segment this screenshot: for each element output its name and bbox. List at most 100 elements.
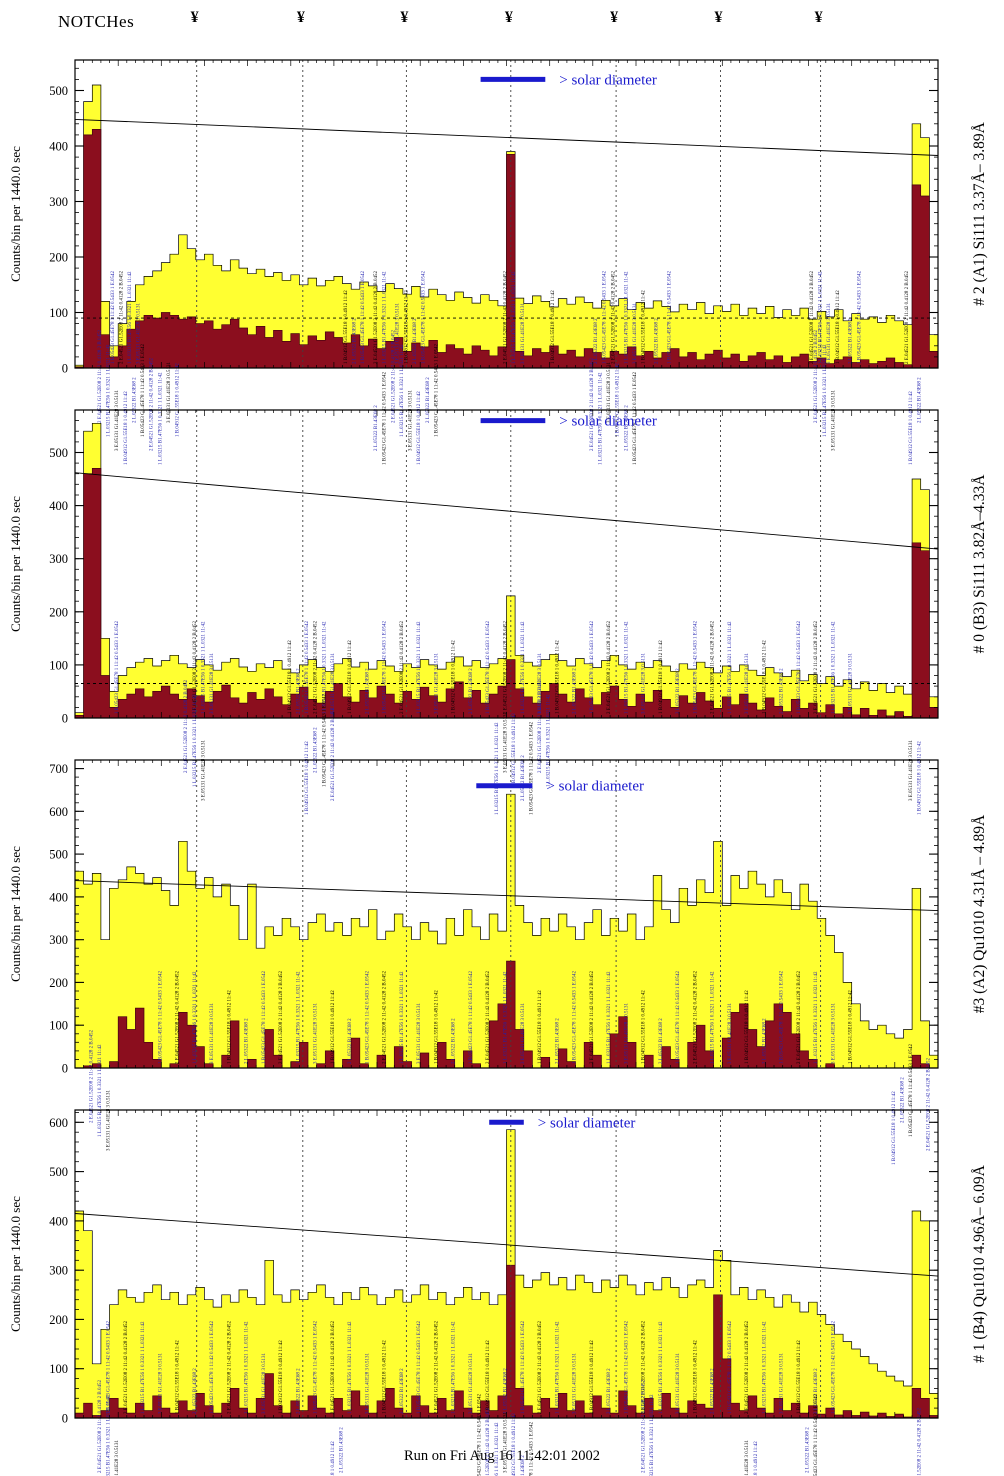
micro-annotation: 1 L.03215 B1.47E56 1 0.3321 1 L.0321 11:… [711,971,716,1064]
micro-annotation: 1 B.05423 G1.45E78 1 11:42 0.5433 1 E.05… [780,970,785,1064]
micro-annotation: 3 E.05131 G1.41E28 3 0.5131 [607,362,612,423]
micro-annotation: 2 E.04521 G1.52E08 2 11:42 0.4128 2 B.04… [905,270,910,364]
axes: 0 100 200 300 400 500 600 [49,1109,939,1426]
micro-annotation: 3 E.05131 G1.41E28 3 0.5131 [538,653,543,714]
micro-annotation: 1 B.05423 G1.45E78 1 11:42 0.5433 1 E.05… [486,620,491,714]
micro-annotation: 1 B.05423 G1.45E78 1 11:42 0.5433 1 E.05… [115,620,120,714]
micro-annotation: 1 L.03215 B1.47E56 1 0.3321 1 L.0321 11:… [452,1321,457,1414]
micro-annotation: 2 L.05322 B1.43E68 2 [762,1018,767,1064]
micro-annotation: 1 B.04912 G1.55E18 1 0.4912 11:42 [590,1340,595,1414]
micro-annotation: 1 L.03215 B1.47E56 1 0.3321 1 L.0321 11:… [193,694,198,787]
micro-annotation: 2 E.04521 G1.52E08 2 11:42 0.4128 2 B.04… [814,329,819,423]
notch-marker-symbol: ¥ [190,9,199,26]
chart-panel-qu1010-a2: > solar diameter 1 B.05423 G1.45E78 1 11:… [0,746,1004,1165]
micro-annotation: 3 E.05131 G1.41E28 3 0.5131 [137,303,142,364]
y-tick-label: 300 [49,933,68,947]
micro-annotation: 2 E.04521 G1.52E08 2 11:42 0.4128 2 B.04… [918,1407,923,1476]
micro-annotation: 1 B.05423 G1.45E78 1 11:42 0.5433 1 E.05… [478,1393,483,1476]
histogram-total [74,793,939,1069]
micro-annotation: 1 L.03215 B1.47E56 1 0.3321 1 L.0321 11:… [158,372,163,465]
micro-annotation: 3 E.05131 G1.41E28 3 0.5131 [210,1003,215,1064]
micro-annotation: 1 L.03215 B1.47E56 1 0.3321 1 L.0321 11:… [296,971,301,1064]
micro-annotation: 1 B.05423 G1.45E78 1 11:42 0.5433 1 E.05… [909,1043,914,1137]
micro-annotation: 1 L.03215 B1.47E56 1 0.3321 1 L.0321 11:… [193,971,198,1064]
micro-annotation: 3 E.05131 G1.41E28 3 0.5131 [504,712,509,773]
micro-annotation: 1 B.05423 G1.45E78 1 11:42 0.5433 1 E.05… [814,1393,819,1476]
micro-annotation: 1 L.03215 B1.47E56 1 0.3321 1 L.0321 11:… [555,1321,560,1414]
run-timestamp: Run on Fri Aug 16 11:42:01 2002 [0,1446,1004,1476]
micro-annotation: 2 E.04521 G1.52E08 2 11:42 0.4128 2 B.04… [745,1320,750,1414]
micro-annotation: 2 E.04521 G1.52E08 2 11:42 0.4128 2 B.04… [150,357,155,451]
micro-annotation: 1 B.04912 G1.55E18 1 0.4912 11:42 [892,1091,897,1165]
micro-annotation: 1 B.04912 G1.55E18 1 0.4912 11:42 [435,990,440,1064]
micro-annotation: 3 E.05131 G1.41E28 3 0.5131 [417,1003,422,1064]
micro-annotation: 2 L.05322 B1.43E68 2 [814,1368,819,1414]
micro-annotation: 1 L.03215 B1.47E56 1 0.3321 1 L.0321 11:… [417,621,422,714]
y-tick-label: 500 [49,1165,68,1179]
micro-annotation: 3 E.05131 G1.41E28 3 0.5131 [909,740,914,801]
micro-annotation: 3 E.05131 G1.41E28 3 0.5131 [409,390,414,451]
micro-annotation: 2 E.04521 G1.52E08 2 11:42 0.4128 2 B.04… [435,1320,440,1414]
micro-annotation: 1 L.03215 B1.47E56 1 0.3321 1 L.0321 11:… [495,722,500,815]
y-tick-label: 700 [49,762,68,776]
axes: 0 100 200 300 400 500 [49,409,939,726]
micro-annotation: 3 E.05131 G1.41E28 3 0.5131 [469,1353,474,1414]
micro-annotation: 2 L.05322 B1.43E68 2 [296,668,301,714]
micro-annotation: 1 L.03215 B1.47E56 1 0.3321 1 L.0321 11:… [495,1422,500,1476]
y-tick-label: 0 [62,712,68,726]
micro-annotation: 1 B.05423 G1.45E78 1 11:42 0.5433 1 E.05… [857,270,862,364]
micro-annotation: 1 B.05423 G1.45E78 1 11:42 0.5433 1 E.05… [728,1320,733,1414]
micro-annotation: 1 B.05423 G1.45E78 1 11:42 0.5433 1 E.05… [529,1421,534,1476]
micro-annotation: 2 L.05322 B1.43E68 2 [573,668,578,714]
y-tick-label: 200 [49,251,68,265]
micro-annotation: 1 L.03215 B1.47E56 1 0.3321 1 L.0321 11:… [819,271,824,364]
micro-annotation: 2 E.04521 G1.52E08 2 11:42 0.4128 2 B.04… [98,1379,103,1473]
micro-annotation: 2 L.05322 B1.43E68 2 [607,1368,612,1414]
notches-label: NOTCHes [58,12,135,31]
micro-annotation: 3 E.05131 G1.41E28 3 0.5131 [396,303,401,364]
micro-annotation: 1 B.05423 G1.45E78 1 11:42 0.5433 1 E.05… [693,620,698,714]
micro-annotation: 2 E.04521 G1.52E08 2 11:42 0.4128 2 B.04… [486,970,491,1064]
micro-annotation: 1 L.03215 B1.47E56 1 0.3321 1 L.0321 11:… [598,372,603,465]
micro-annotation: 2 L.05322 B1.43E68 2 [193,1368,198,1414]
micro-annotation: 3 E.05131 G1.41E28 3 0.5131 [210,653,215,714]
chart-panel-svg: > solar diameter 1 B.05423 G1.45E78 1 11:… [8,1109,988,1476]
micro-annotation: 1 B.04912 G1.55E18 1 0.4912 11:42 [404,290,409,364]
micro-annotation: 2 E.04521 G1.52E08 2 11:42 0.4128 2 B.04… [590,357,595,451]
micro-annotation: 2 E.04521 G1.52E08 2 11:42 0.4128 2 B.04… [193,620,198,714]
micro-annotation: 2 E.04521 G1.52E08 2 11:42 0.4128 2 B.04… [538,679,543,773]
y-tick-label: 300 [49,552,68,566]
micro-annotation: 2 E.04521 G1.52E08 2 11:42 0.4128 2 B.04… [797,970,802,1064]
y-tick-label: 400 [49,499,68,513]
y-tick-label: 0 [62,362,68,376]
micro-annotation: 1 B.05423 G1.45E78 1 11:42 0.5433 1 E.05… [633,371,638,465]
micro-annotation: 1 B.04912 G1.55E18 1 0.4912 11:42 [797,1340,802,1414]
micro-annotation: 3 E.05131 G1.41E28 3 0.5131 [642,653,647,714]
micro-annotation: 1 B.05423 G1.45E78 1 11:42 0.5433 1 E.05… [262,970,267,1064]
panel-right-label: # 0 (B3) Si111 3.82Å–4.33Å [971,474,988,654]
micro-annotation: 2 L.05322 B1.43E68 2 [400,1368,405,1414]
micro-annotation: 1 B.05423 G1.45E78 1 11:42 0.5433 1 E.05… [831,1320,836,1414]
micro-annotation: 1 B.04912 G1.55E18 1 0.4912 11:42 [176,363,181,437]
y-tick-label: 100 [49,1019,68,1033]
run-label: Run on Fri Aug 16 11:42:01 2002 [403,1448,601,1464]
micro-annotation: 1 B.04912 G1.55E18 1 0.4912 11:42 [227,990,232,1064]
micro-annotation: 2 L.05322 B1.43E68 2 [659,1018,664,1064]
micro-annotation: 1 B.04912 G1.55E18 1 0.4912 11:42 [288,640,293,714]
y-tick-label: 200 [49,1313,68,1327]
micro-annotation: 2 L.05322 B1.43E68 2 [594,318,599,364]
micro-annotation: 2 L.05322 B1.43E68 2 [469,668,474,714]
y-tick-label: 0 [62,1412,68,1426]
micro-annotation: 1 L.03215 B1.47E56 1 0.3321 1 L.0321 11:… [547,694,552,787]
threshold-line [74,880,939,912]
y-tick-label: 200 [49,605,68,619]
micro-annotation: 1 B.05423 G1.45E78 1 11:42 0.5433 1 E.05… [210,1320,215,1414]
micro-annotation: 2 L.05322 B1.43E68 2 [348,1018,353,1064]
micro-annotation: 1 L.03215 B1.47E56 1 0.3321 1 L.0321 11:… [128,271,133,364]
micro-annotation: 1 B.05423 G1.45E78 1 11:42 0.5433 1 E.05… [435,343,440,437]
micro-annotation: 2 L.05322 B1.43E68 2 [849,318,854,364]
micro-annotation: 1 B.05423 G1.45E78 1 11:42 0.5433 1 E.05… [107,1320,112,1414]
micro-annotation: 1 B.04912 G1.55E18 1 0.4912 11:42 [659,640,664,714]
micro-annotation: 1 B.04912 G1.55E18 1 0.4912 11:42 [642,990,647,1064]
micro-annotation: 1 L.03215 B1.47E56 1 0.3321 1 L.0321 11:… [107,1394,112,1476]
